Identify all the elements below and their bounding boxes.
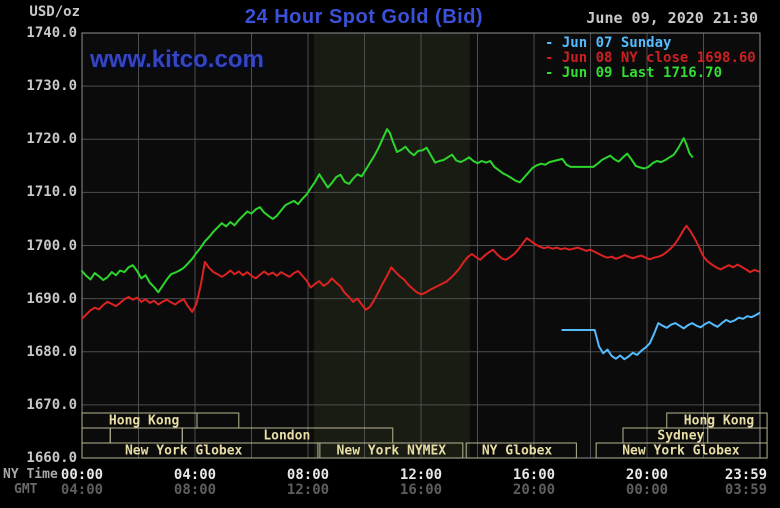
y-tick-label: 1730.0 — [26, 78, 77, 95]
ny-time-tick-label: 20:00 — [625, 467, 669, 483]
price-line-jun-09-last — [81, 128, 694, 294]
ny-time-tick-label: 23:59 — [724, 467, 768, 483]
legend-dash-icon: - — [545, 35, 554, 51]
session-label: Hong Kong — [109, 414, 179, 429]
y-tick-label: 1680.0 — [26, 343, 77, 360]
gmt-tick-label: 12:00 — [286, 482, 330, 498]
session-label: New York Globex — [125, 444, 243, 459]
gmt-tick-label: 08:00 — [173, 482, 217, 498]
y-tick-label: 1720.0 — [26, 131, 77, 148]
y-tick-label: 1670.0 — [26, 396, 77, 413]
session-label: Sydney — [657, 429, 704, 444]
legend-dash-icon: - — [545, 65, 554, 81]
y-tick-label: 1700.0 — [26, 237, 77, 254]
kitco-watermark: www.kitco.com — [90, 46, 264, 73]
session-box — [595, 442, 768, 459]
session-box — [319, 442, 464, 459]
y-tick-label: 1710.0 — [26, 184, 77, 201]
legend-item-jun07: - Jun 07 Sunday — [545, 35, 672, 51]
y-axis-unit-label: USD/oz — [29, 4, 80, 20]
session-label: Hong Kong — [684, 414, 754, 429]
y-tick-label: 1660.0 — [26, 450, 77, 466]
session-label: NY Globex — [482, 444, 553, 459]
chart-legend: - Jun 07 Sunday - Jun 08 NY close 1698.6… — [545, 36, 756, 81]
ny-time-tick-label: 12:00 — [399, 467, 443, 483]
ny-time-tick-label: 00:00 — [60, 467, 104, 483]
session-label: New York Globex — [622, 444, 740, 459]
session-box — [465, 442, 577, 459]
ny-time-tick-label: 04:00 — [173, 467, 217, 483]
session-box — [81, 442, 319, 459]
session-label: London — [263, 429, 310, 444]
legend-item-jun09: - Jun 09 Last 1716.70 — [545, 65, 723, 81]
gmt-axis-label: GMT — [14, 482, 38, 497]
gmt-tick-label: 03:59 — [724, 482, 768, 498]
y-tick-label: 1690.0 — [26, 290, 77, 307]
legend-item-jun08: - Jun 08 NY close 1698.60 — [545, 50, 756, 66]
gmt-tick-label: 16:00 — [399, 482, 443, 498]
page-title: 24 Hour Spot Gold (Bid) — [244, 6, 484, 28]
ny-time-tick-label: 16:00 — [512, 467, 556, 483]
legend-dash-icon: - — [545, 50, 554, 66]
price-line-jun-07-sunday — [561, 312, 761, 361]
chart-timestamp: June 09, 2020 21:30 — [586, 9, 758, 27]
price-line-jun-08-ny-close — [81, 224, 760, 320]
y-tick-label: 1740.0 — [26, 25, 77, 41]
gmt-tick-label: 20:00 — [512, 482, 556, 498]
gmt-tick-label: 04:00 — [60, 482, 104, 498]
gmt-tick-label: 00:00 — [625, 482, 669, 498]
session-label: New York NYMEX — [337, 444, 447, 459]
ny-time-axis-label: NY Time — [3, 467, 58, 482]
ny-time-tick-label: 08:00 — [286, 467, 330, 483]
